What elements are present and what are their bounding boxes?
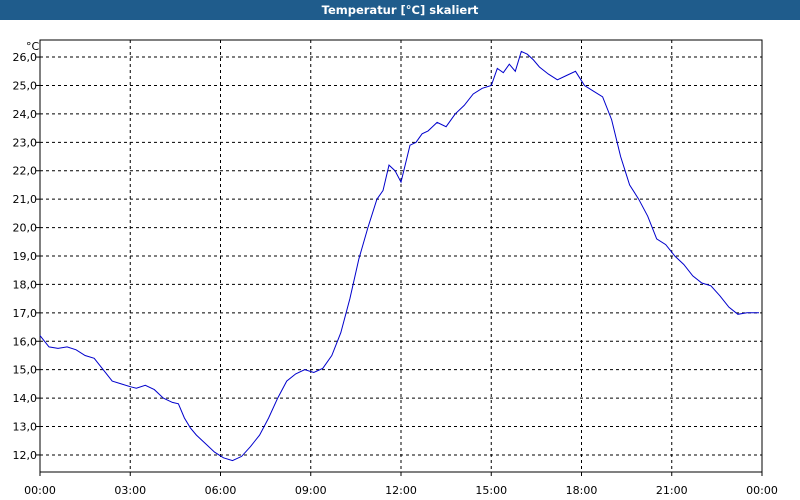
x-tick-time-label: 00:00 xyxy=(746,484,778,497)
temperature-series-line xyxy=(39,50,759,462)
x-tick-time-label: 18:00 xyxy=(566,484,598,497)
y-tick-label: 12,0 xyxy=(13,449,38,462)
series-group xyxy=(39,50,759,462)
y-tick-label: 18,0 xyxy=(13,278,38,291)
y-tick-label: 23,0 xyxy=(13,136,38,149)
y-tick-label: 19,0 xyxy=(13,250,38,263)
y-tick-label: 21,0 xyxy=(13,193,38,206)
x-tick-time-label: 06:00 xyxy=(205,484,237,497)
y-tick-label: 26,0 xyxy=(13,51,38,64)
y-tick-label: 24,0 xyxy=(13,108,38,121)
x-tick-time-label: 09:00 xyxy=(295,484,327,497)
y-tick-label: 17,0 xyxy=(13,307,38,320)
x-tick-time-label: 12:00 xyxy=(385,484,417,497)
y-tick-label: 20,0 xyxy=(13,222,38,235)
y-tick-label: 22,0 xyxy=(13,165,38,178)
y-axis-unit-label: °C xyxy=(26,40,40,53)
x-tick-time-label: 03:00 xyxy=(114,484,146,497)
grid-lines xyxy=(40,40,762,472)
temperature-chart: 12,0 13,0 14,0 15,0 16,0 17,0 18,0 19,0 20,0 21,0… xyxy=(13,39,778,497)
y-tick-label: 13,0 xyxy=(13,421,38,434)
chart-title: Temperatur [°C] skaliert xyxy=(0,0,800,20)
x-tick-time-label: 21:00 xyxy=(656,484,688,497)
x-axis-ticks: 00:0025.04.1303:0025.04.1306:0025.04.130… xyxy=(24,472,778,497)
x-tick-time-label: 00:00 xyxy=(24,484,56,497)
y-tick-label: 14,0 xyxy=(13,392,38,405)
y-axis-ticks: 12,0 13,0 14,0 15,0 16,0 17,0 18,0 19,0 20,0 21,0… xyxy=(13,51,40,462)
y-tick-label: 15,0 xyxy=(13,364,38,377)
y-tick-label: 16,0 xyxy=(13,335,38,348)
x-tick-time-label: 15:00 xyxy=(475,484,507,497)
y-tick-label: 25,0 xyxy=(13,79,38,92)
